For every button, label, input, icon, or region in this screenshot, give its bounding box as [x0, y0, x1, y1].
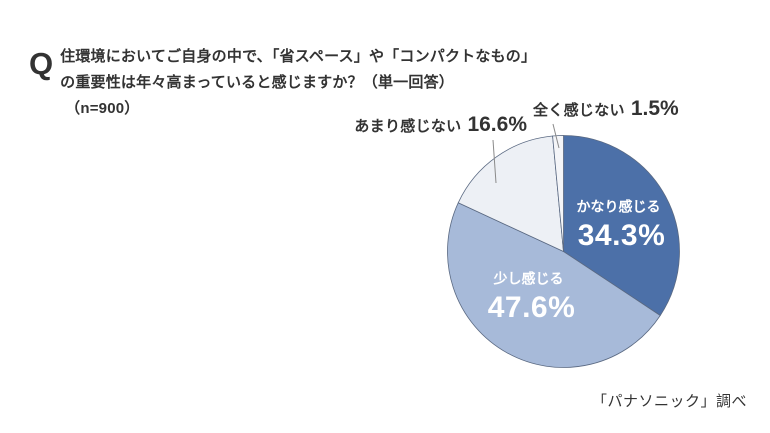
slice-value-sukoshi-kanjiru: 47.6%	[488, 291, 576, 324]
callout-amari-kanjinai: あまり感じない 16.6%	[354, 113, 527, 137]
pie-slice-mattaku-kanjinai	[552, 135, 564, 252]
question-block: Q 住環境においてご自身の中で、「省スペース」や「コンパクトなもの」 の重要性は…	[29, 44, 536, 122]
source-credit: 「パナソニック」調べ	[591, 393, 747, 410]
mattaku-label-text: 全く感じない	[533, 102, 625, 119]
question-mark: Q	[29, 46, 54, 81]
slice-name-kanari-kanjiru: かなり感じる	[577, 199, 661, 215]
callout-mattaku-kanjinai: 全く感じない 1.5%	[533, 97, 679, 121]
question-line-2: の重要性は年々高まっていると感じますか？（単一回答）	[60, 74, 454, 91]
slice-value-kanari-kanjiru: 34.3%	[578, 219, 666, 252]
pie-slices-group	[447, 135, 680, 368]
slice-name-sukoshi-kanjiru: 少し感じる	[493, 271, 564, 287]
pie-slice-sukoshi-kanjiru	[447, 202, 661, 368]
leader-line-amari-kanjinai	[492, 139, 497, 184]
amari-percentage: 16.6%	[467, 113, 527, 136]
sample-size: （n=900）	[65, 100, 140, 117]
pie-slice-amari-kanjinai	[457, 135, 564, 252]
pie-inside-labels-group: かなり感じる 34.3% 少し感じる 47.6%	[488, 199, 666, 325]
question-text: 住環境においてご自身の中で、「省スペース」や「コンパクトなもの」 の重要性は年々…	[60, 44, 536, 122]
mattaku-percentage: 1.5%	[630, 97, 679, 120]
leader-line-mattaku-kanjinai	[552, 123, 560, 149]
question-line-1: 住環境においてご自身の中で、「省スペース」や「コンパクトなもの」	[60, 48, 537, 65]
amari-label-text: あまり感じない	[354, 118, 462, 135]
